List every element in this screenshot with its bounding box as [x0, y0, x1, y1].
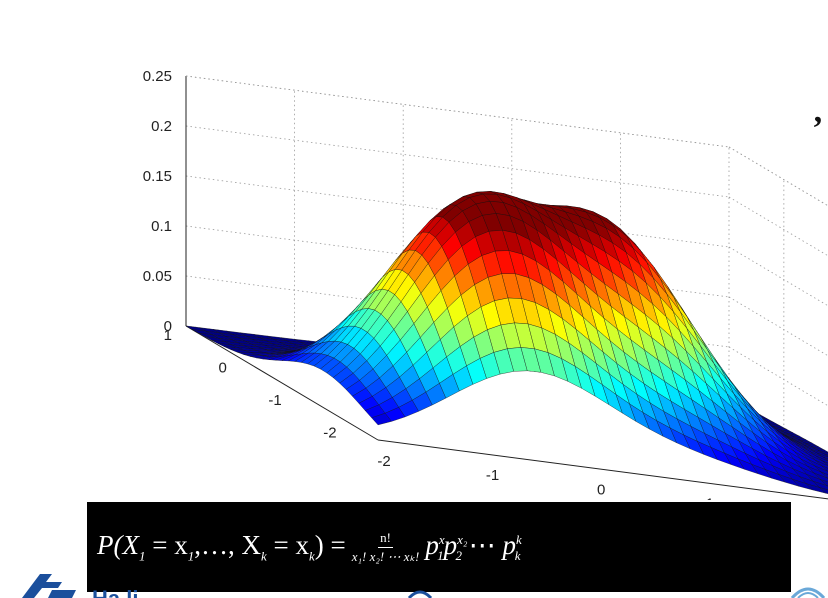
formula-rhs: px₁1px₂2 ⋯ pkk	[425, 529, 522, 564]
z-tick-label: 0.15	[143, 168, 172, 185]
formula-lhs: P(X1 = x1,…, Xk = xk) =	[97, 529, 346, 564]
x-tick-label: 1	[706, 496, 714, 500]
surface-patch	[808, 459, 828, 472]
surface-patch	[816, 456, 828, 464]
surface-patch	[808, 454, 828, 466]
x-tick-label: -1	[486, 467, 499, 484]
surface-patch	[815, 460, 828, 469]
formula-fraction: n! x₁! x₂! ⋯ xₖ!	[352, 530, 420, 565]
grid-line	[185, 175, 730, 248]
grid-line	[728, 346, 828, 407]
surface-patch	[814, 465, 828, 475]
fraction-denominator: x₁! x₂! ⋯ xₖ!	[351, 548, 420, 564]
box-edge	[728, 146, 828, 207]
surface-patch	[809, 451, 828, 462]
grid-line	[728, 196, 828, 257]
y-tick-label: 0	[219, 360, 227, 377]
surface-patch	[813, 472, 828, 483]
surface-patch	[817, 452, 828, 460]
grid-line	[185, 275, 730, 348]
x-tick-label: 0	[597, 481, 605, 498]
z-tick-label: 0.2	[151, 118, 172, 135]
y-tick-label: -1	[268, 392, 281, 409]
grid-line	[728, 146, 828, 207]
surface-patch	[817, 449, 828, 456]
surface-plot: 00.050.10.150.20.251-2-10-2-1013	[143, 68, 828, 500]
surface-patch	[822, 460, 828, 466]
footer-title: Ha li	[92, 588, 138, 598]
x-tick-label: -2	[377, 453, 390, 470]
box-edge	[185, 75, 730, 148]
grid-line	[185, 225, 730, 298]
z-tick-label: 0.05	[143, 268, 172, 285]
annotation-mark: ’	[812, 110, 824, 147]
z-tick-label: 0.25	[143, 68, 172, 85]
footer-mid-mark	[407, 590, 433, 598]
university-logo	[22, 574, 76, 598]
grid-line	[185, 125, 730, 198]
surface-patch	[824, 453, 828, 457]
surface-patch	[821, 465, 828, 472]
surface-patch	[811, 446, 828, 454]
fraction-numerator: n!	[378, 530, 393, 548]
y-axis-line	[185, 325, 379, 441]
multinomial-formula: P(X1 = x1,…, Xk = xk) = n! x₁! x₂! ⋯ xₖ!…	[87, 502, 791, 592]
grid-line	[728, 296, 828, 357]
grid-line	[728, 246, 828, 307]
footer-emblem-icon	[790, 587, 826, 598]
y-tick-label: -2	[323, 425, 336, 442]
surface-mesh	[185, 191, 828, 494]
z-tick-label: 0	[164, 318, 172, 335]
surface-patch	[813, 481, 828, 491]
axis-ticks: 00.050.10.150.20.251-2-10-2-1013	[143, 68, 714, 500]
surface-patch	[810, 448, 828, 458]
surface-patch	[820, 471, 828, 479]
z-tick-label: 0.1	[151, 218, 172, 235]
surface-patch	[820, 479, 828, 487]
x-axis-line	[377, 439, 828, 500]
surface-patch	[819, 487, 828, 494]
y-tick-label: 1	[164, 327, 172, 344]
